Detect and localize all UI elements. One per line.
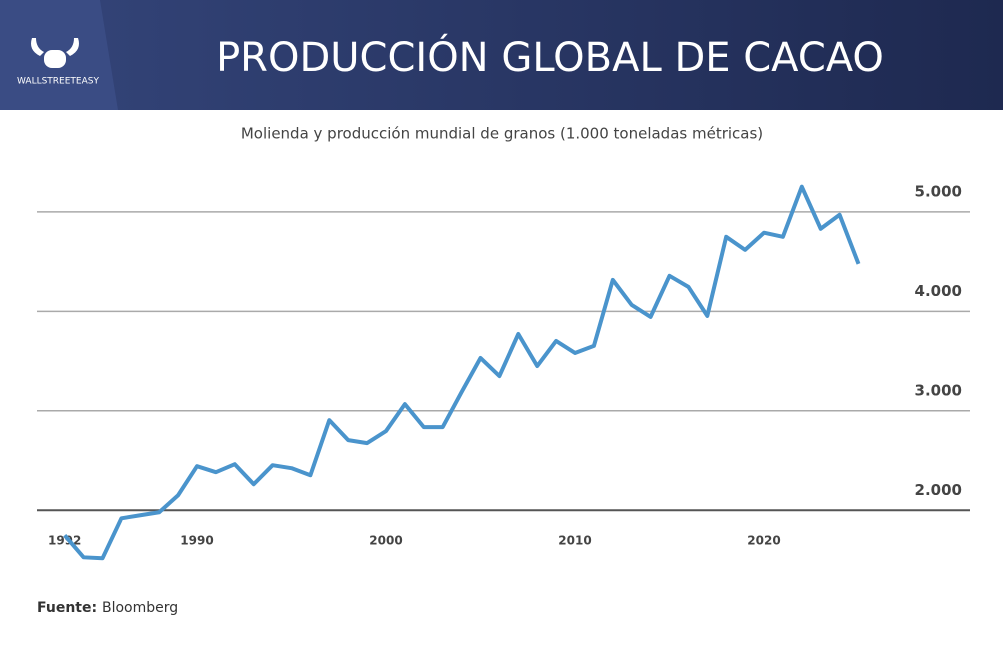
series-line	[63, 184, 861, 561]
source-label: Fuente:	[37, 600, 97, 616]
x-tick-label: 1990	[180, 534, 213, 548]
y-tick-label: 2.000	[915, 481, 962, 499]
brand: WALLSTREETEASY	[17, 77, 99, 87]
chart-subtitle: Molienda y producción mundial de granos …	[241, 125, 763, 143]
y-tick-label: 4.000	[915, 282, 962, 300]
x-tick-label: 2000	[369, 534, 402, 548]
y-tick-label: 3.000	[915, 381, 962, 399]
source: Bloomberg	[102, 600, 178, 616]
chart-title: PRODUCCIÓN GLOBAL DE CACAO	[216, 33, 884, 81]
header-band	[0, 0, 1003, 110]
x-tick-label: 2010	[558, 534, 591, 548]
y-tick-label: 5.000	[915, 182, 962, 200]
logo	[31, 38, 79, 68]
x-tick-label: 2020	[747, 534, 780, 548]
